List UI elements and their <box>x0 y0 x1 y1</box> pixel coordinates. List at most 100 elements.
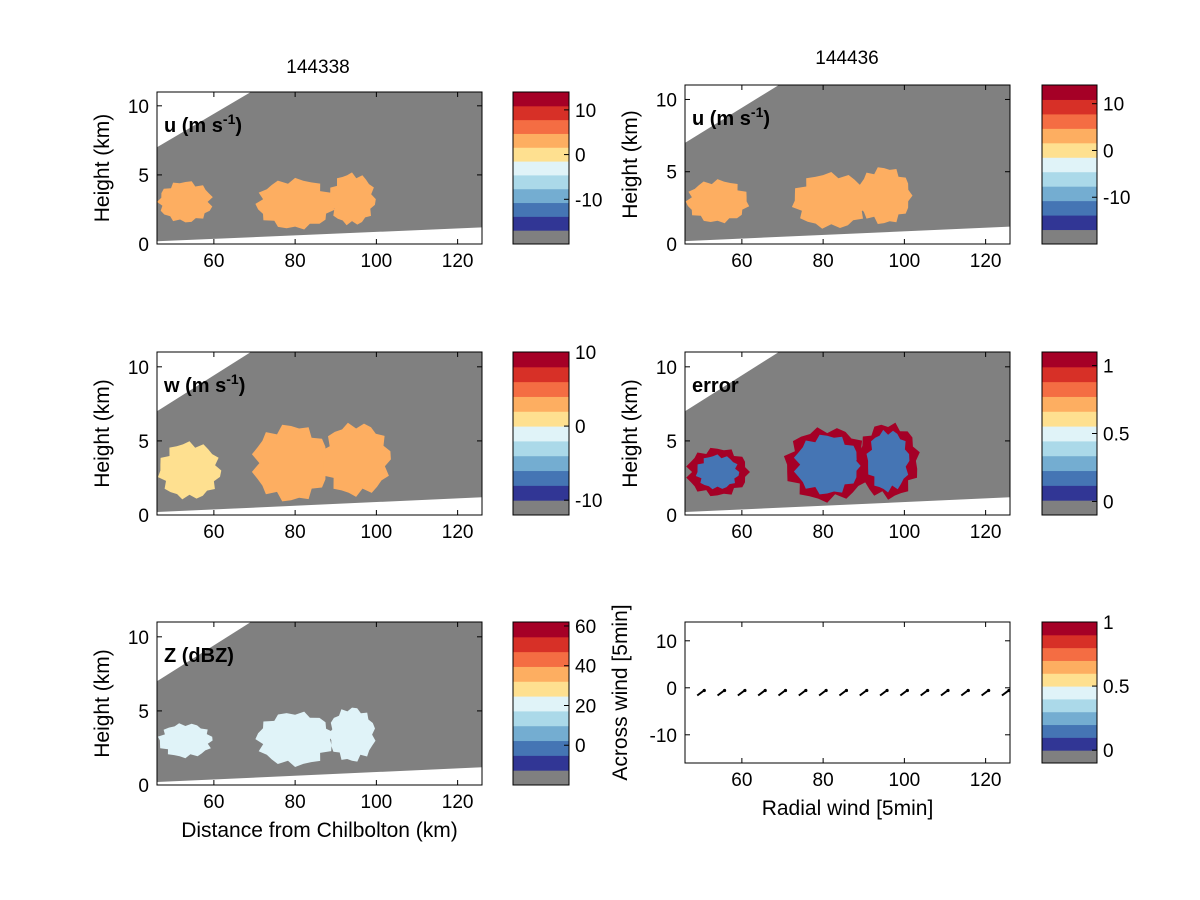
ytick-label: 0 <box>138 506 149 527</box>
colorbar-segment <box>1042 634 1097 649</box>
xtick-label: 80 <box>813 770 834 791</box>
axes-frame <box>684 621 1011 764</box>
echo-cell-3 <box>327 707 376 762</box>
colorbar-nodata <box>1042 500 1097 515</box>
colorbar-segment <box>1042 660 1097 674</box>
colorbar: 60 40 20 0 <box>512 617 596 786</box>
wind-point-15 <box>1007 688 1010 693</box>
echo-cell-2 <box>255 177 335 230</box>
ytick-label: 10 <box>128 97 149 118</box>
error-inner-cell-1 <box>695 454 740 490</box>
panel-label: u (m s-1) <box>164 111 242 137</box>
colorbar-segment <box>513 740 569 756</box>
ytick-label: -10 <box>650 726 677 747</box>
xtick-label: 80 <box>285 251 306 272</box>
xtick-label: 80 <box>813 251 834 272</box>
xtick-label: 60 <box>203 251 224 272</box>
xtick-label: 60 <box>203 792 224 813</box>
colorbar-segment <box>1042 440 1097 457</box>
ytick-label: 0 <box>666 235 677 256</box>
colorbar-nodata <box>513 230 569 244</box>
colorbar-nodata <box>513 500 569 515</box>
xtick-label: 100 <box>361 792 393 813</box>
colorbar-segment <box>513 725 569 742</box>
title-left: 144338 <box>286 57 349 78</box>
colorbar-segment <box>1042 186 1097 202</box>
colorbar-segment <box>1042 215 1097 231</box>
scan-wedge <box>157 352 482 513</box>
axes-frame <box>684 84 1011 245</box>
axes-frame <box>156 621 483 786</box>
ytick-label: 10 <box>128 628 149 649</box>
ytick-label: 10 <box>656 358 677 379</box>
colorbar: 10.50 <box>1041 613 1129 764</box>
colorbar-segment <box>513 174 569 190</box>
echo-cell-2 <box>791 172 871 229</box>
colorbar-tick-label: 10 <box>575 343 596 364</box>
ytick-label: 10 <box>128 358 149 379</box>
xlabel: Radial wind [5min] <box>762 797 934 820</box>
ytick-label: 5 <box>666 163 677 184</box>
error-inner-cell-2 <box>793 434 862 495</box>
echo-cell-1 <box>157 181 213 223</box>
colorbar-tick-label: 0 <box>1103 741 1114 762</box>
panel-label: error <box>692 375 739 397</box>
panel-label: u (m s-1) <box>692 104 770 130</box>
colorbar-tick-label: 10 <box>575 101 596 122</box>
xtick-label: 120 <box>970 251 1002 272</box>
colorbar-tick-label: 0.5 <box>1103 677 1129 698</box>
colorbar-frame <box>1041 84 1098 245</box>
colorbar-tick-label: 10 <box>1103 95 1124 116</box>
wind-point-3 <box>763 688 767 693</box>
xtick-label: 60 <box>731 770 752 791</box>
colorbar-segment <box>1042 200 1097 216</box>
xtick-label: 100 <box>361 251 393 272</box>
colorbar-segment <box>513 755 569 771</box>
xtick-label: 120 <box>970 522 1002 543</box>
plot-area <box>685 352 1010 513</box>
colorbar-tick-label: 0.5 <box>1103 425 1129 446</box>
colorbar-segment <box>1042 698 1097 713</box>
wind-point-13 <box>966 688 970 693</box>
xtick-label: 80 <box>285 522 306 543</box>
colorbar-frame <box>512 91 570 245</box>
ytick-label: 10 <box>656 632 677 653</box>
ylabel: Across wind [5min] <box>609 604 632 780</box>
colorbar-segment <box>513 666 569 682</box>
ylabel: Height (km) <box>619 379 642 488</box>
colorbar-tick-label: 0 <box>575 736 586 757</box>
echo-cell-1 <box>158 441 222 500</box>
xlabel: Distance from Chilbolton (km) <box>181 819 458 842</box>
colorbar-segment <box>1042 157 1097 173</box>
ylabel: Height (km) <box>91 649 114 758</box>
ytick-label: 0 <box>666 506 677 527</box>
xtick-label: 80 <box>285 792 306 813</box>
ylabel: Height (km) <box>91 114 114 223</box>
colorbar-segment <box>1042 622 1097 636</box>
xtick-label: 100 <box>889 251 921 272</box>
wind-point-0 <box>702 688 706 693</box>
colorbar-tick-label: -10 <box>575 190 602 211</box>
plot-area <box>157 352 482 513</box>
colorbar-segment <box>1042 99 1097 115</box>
colorbar-segment <box>1042 113 1097 129</box>
panel-label: w (m s-1) <box>163 371 245 397</box>
xtick-label: 80 <box>813 522 834 543</box>
wind-point-8 <box>865 688 869 693</box>
colorbar-segment <box>513 188 569 204</box>
colorbar-segment <box>513 105 569 121</box>
panel-z-left: 60 80 100 120 0 5 10 Height (km) Distance from C… <box>91 617 596 842</box>
colorbar: 10 0 -10 <box>512 91 602 245</box>
colorbar-tick-label: -10 <box>575 491 602 512</box>
colorbar-segment <box>1042 396 1097 412</box>
colorbar-segment <box>513 696 569 712</box>
colorbar-tick-label: 0 <box>1103 141 1114 162</box>
colorbar-tick-label: 1 <box>1103 613 1114 634</box>
colorbar-segment <box>513 622 569 638</box>
wind-point-7 <box>844 688 849 693</box>
colorbar-segment <box>1042 470 1097 486</box>
